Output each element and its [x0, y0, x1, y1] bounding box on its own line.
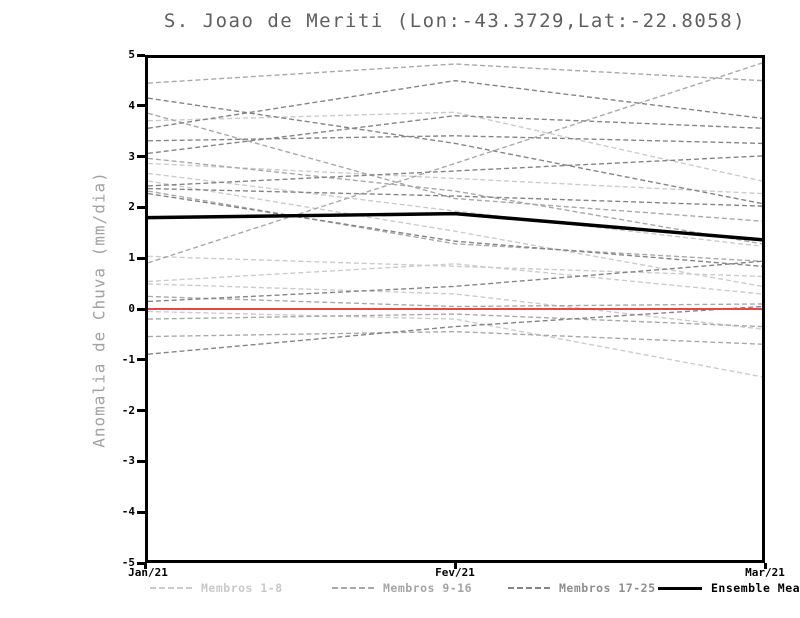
- x-tick-label-Fev-21: Fev/21: [435, 566, 475, 579]
- y-tick-label--2: -2: [121, 403, 135, 417]
- member-line-1: [148, 111, 762, 182]
- y-tick-label-5: 5: [128, 48, 135, 61]
- legend-dash-membros-1-8: [150, 587, 192, 589]
- member-line-16: [148, 330, 762, 345]
- member-line-8: [148, 310, 762, 378]
- legend-label-membros-9-16: Membros 9-16: [383, 581, 473, 595]
- y-tick-label-3: 3: [128, 149, 135, 163]
- member-line-2: [148, 162, 762, 195]
- legend-dash-membros-9-16: [332, 587, 374, 589]
- x-tick-Mar-21: [763, 563, 767, 569]
- ensemble-mean-line: [148, 211, 762, 242]
- y-tick-3: [137, 155, 145, 159]
- legend-label-membros-17-25: Membros 17-25: [559, 581, 656, 595]
- y-tick-label--5: -5: [121, 556, 135, 569]
- legend-label-ensemble-mean: Ensemble Mean: [711, 581, 800, 595]
- legend-item-membros-1-8: Membros 1-8: [150, 581, 283, 595]
- member-line-25: [148, 305, 762, 355]
- chart-title: S. Joao de Meriti (Lon:-43.3729,Lat:-22.…: [163, 10, 747, 32]
- y-tick-label--4: -4: [121, 505, 135, 519]
- y-tick--1: [137, 358, 145, 362]
- member-line-14: [148, 295, 762, 308]
- y-tick--2: [137, 409, 145, 413]
- member-line-13: [148, 190, 762, 262]
- member-line-7: [148, 283, 762, 330]
- member-line-22: [148, 187, 762, 207]
- x-tick-Fev-21: [453, 563, 457, 569]
- y-tick-label--3: -3: [121, 454, 135, 468]
- y-tick-1: [137, 256, 145, 260]
- y-tick-label-0: 0: [128, 302, 135, 315]
- y-tick-label-4: 4: [128, 98, 135, 112]
- plot-area: [145, 55, 765, 563]
- member-line-11: [148, 112, 762, 222]
- member-line-17: [148, 97, 762, 205]
- member-line-20: [148, 135, 762, 145]
- y-tick-5: [137, 53, 145, 57]
- member-line-5: [148, 255, 762, 278]
- x-tick-label-Jan-21: Jan/21: [128, 566, 168, 579]
- member-line-12: [148, 157, 762, 245]
- legend-label-membros-1-8: Membros 1-8: [201, 581, 283, 595]
- y-tick-4: [137, 104, 145, 108]
- member-line-19: [148, 115, 762, 155]
- member-line-3: [148, 172, 762, 247]
- y-tick-label-2: 2: [128, 200, 135, 214]
- member-line-4: [148, 180, 762, 288]
- y-tick-label-1: 1: [128, 251, 135, 265]
- legend-item-membros-17-25: Membros 17-25: [508, 581, 656, 595]
- member-line-10: [148, 62, 762, 264]
- y-tick--3: [137, 459, 145, 463]
- member-line-18: [148, 79, 762, 129]
- legend-item-membros-9-16: Membros 9-16: [332, 581, 472, 595]
- member-line-23: [148, 192, 762, 267]
- legend-item-ensemble-mean: Ensemble Mean: [658, 581, 800, 595]
- legend-line-ensemble-mean: [658, 586, 702, 590]
- plot-svg: [148, 62, 762, 378]
- x-tick-Jan-21: [143, 563, 147, 569]
- x-tick-label-Mar-21: Mar/21: [745, 566, 785, 579]
- y-tick-2: [137, 205, 145, 209]
- y-tick-label--1: -1: [121, 352, 135, 366]
- member-line-15: [148, 313, 762, 328]
- member-line-24: [148, 260, 762, 303]
- legend-dash-membros-17-25: [508, 587, 550, 589]
- y-tick-0: [137, 307, 145, 311]
- y-tick--5: [137, 561, 145, 565]
- y-tick--4: [137, 510, 145, 514]
